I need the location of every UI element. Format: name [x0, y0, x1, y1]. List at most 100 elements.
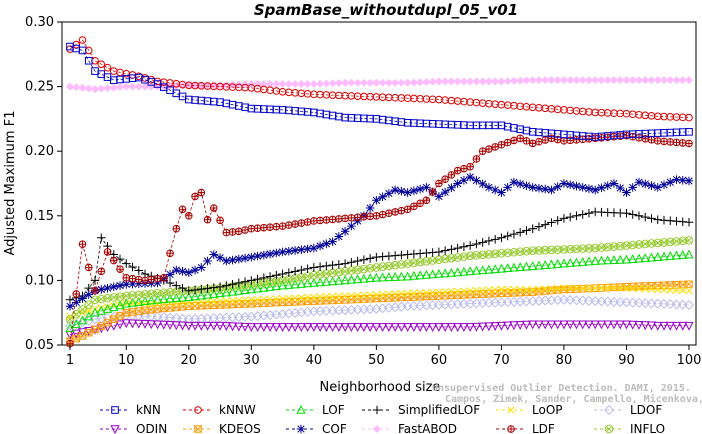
data-point-odin — [459, 323, 469, 332]
data-point-loop — [654, 285, 662, 294]
data-point-lof — [152, 294, 163, 304]
data-point-fastabod — [678, 76, 687, 85]
data-point-lof — [584, 256, 594, 266]
data-point-fastabod — [378, 78, 387, 87]
data-point-cof — [178, 267, 187, 276]
series-knnw — [66, 36, 693, 122]
data-point-simplifiedlof — [559, 214, 569, 223]
data-point-odin — [578, 320, 588, 330]
legend-marker-ldf — [507, 425, 515, 433]
data-point-odin — [665, 321, 675, 331]
data-point-odin — [240, 322, 250, 332]
data-point-lof — [571, 257, 582, 267]
data-point-fastabod — [659, 76, 668, 85]
data-point-simplifiedlof — [315, 262, 325, 272]
data-point-cof — [278, 247, 287, 257]
data-point-lof — [403, 271, 413, 281]
data-point-odin — [196, 321, 206, 331]
data-point-loop — [472, 286, 481, 295]
data-point-lof — [521, 261, 532, 271]
data-point-fastabod — [597, 76, 606, 85]
data-point-lof — [440, 268, 450, 278]
data-point-lof — [559, 258, 569, 268]
data-point-lof — [371, 272, 381, 282]
data-point-lof — [302, 278, 313, 288]
data-point-odin — [396, 323, 407, 332]
data-point-simplifiedlof — [684, 217, 694, 227]
data-point-lof — [277, 280, 288, 290]
x-axis-label: Neighborhood size — [320, 380, 441, 395]
data-point-lof — [590, 255, 600, 265]
data-point-simplifiedlof — [397, 250, 406, 260]
data-point-cof — [297, 245, 306, 254]
data-point-inflo — [146, 289, 156, 299]
data-point-lof — [252, 283, 263, 293]
data-point-fastabod — [641, 76, 650, 85]
data-point-knn — [235, 102, 243, 110]
data-point-cof — [328, 237, 337, 246]
data-point-fastabod — [628, 76, 637, 85]
data-point-fastabod — [328, 79, 337, 88]
data-point-cof — [378, 192, 387, 202]
data-point-fastabod — [578, 76, 587, 85]
data-point-kdeos — [147, 305, 156, 314]
data-point-lof — [396, 271, 407, 281]
data-point-inflo — [603, 242, 613, 252]
data-point-cof — [572, 181, 581, 191]
data-point-lof — [546, 259, 557, 269]
data-point-ldf — [184, 212, 193, 220]
data-point-odin — [284, 323, 294, 332]
series-line-cof — [69, 176, 690, 307]
data-point-loop — [322, 293, 331, 301]
data-point-simplifiedlof — [634, 211, 644, 221]
data-point-ldf — [572, 136, 581, 144]
data-point-kdeos — [134, 307, 143, 315]
data-point-simplifiedlof — [678, 217, 688, 227]
data-point-ldf — [109, 256, 118, 265]
data-point-kdeos — [285, 298, 293, 306]
data-point-lof — [671, 250, 682, 260]
data-point-fastabod — [622, 76, 631, 85]
data-point-cof — [490, 185, 500, 195]
data-point-odin — [290, 323, 300, 332]
data-point-odin — [71, 329, 81, 339]
data-point-loop — [378, 290, 387, 299]
legend-item-ldf: LDF — [496, 422, 555, 434]
data-point-kdeos — [122, 308, 131, 317]
data-point-loop — [466, 287, 474, 295]
data-point-knn — [510, 124, 518, 132]
data-point-odin — [540, 320, 550, 330]
data-point-ldf — [341, 214, 349, 223]
x-tick-label: 20 — [181, 353, 198, 368]
data-point-cof — [234, 254, 244, 264]
data-point-fastabod — [359, 78, 368, 87]
data-point-cof — [578, 183, 588, 192]
data-point-lof — [415, 270, 425, 280]
y-tick-label: 0.10 — [25, 273, 54, 288]
data-point-simplifiedlof — [222, 281, 231, 290]
data-point-inflo — [103, 293, 112, 303]
data-point-inflo — [390, 260, 400, 270]
data-point-loop — [247, 296, 255, 304]
legend-marker-knn — [111, 406, 119, 414]
data-point-simplifiedlof — [121, 259, 131, 268]
data-point-ldf — [134, 275, 143, 284]
data-point-lof — [384, 272, 394, 282]
data-point-ldf — [322, 216, 331, 224]
data-point-fastabod — [634, 76, 643, 85]
data-point-lof — [365, 273, 375, 283]
data-point-odin — [252, 323, 263, 332]
data-point-ldof — [565, 295, 576, 306]
data-point-loop — [672, 286, 681, 294]
data-point-ldf — [247, 225, 256, 233]
data-point-simplifiedlof — [96, 233, 106, 243]
legend-label-ldf: LDF — [532, 422, 555, 434]
data-point-loop — [297, 294, 305, 302]
data-point-ldf — [178, 205, 187, 214]
y-tick-label: 0.05 — [25, 338, 54, 353]
data-point-odin — [553, 320, 563, 330]
data-point-inflo — [503, 248, 512, 258]
data-point-odin — [440, 323, 450, 332]
data-point-ldf — [535, 138, 543, 146]
data-point-kdeos — [241, 300, 249, 308]
